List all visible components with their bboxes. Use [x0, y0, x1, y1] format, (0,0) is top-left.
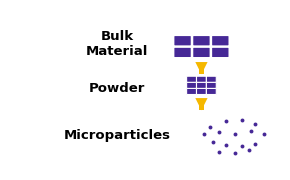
FancyBboxPatch shape: [173, 47, 192, 58]
FancyBboxPatch shape: [197, 82, 206, 88]
FancyBboxPatch shape: [211, 35, 229, 46]
FancyBboxPatch shape: [186, 76, 197, 82]
Text: Bulk
Material: Bulk Material: [86, 30, 148, 58]
FancyBboxPatch shape: [197, 88, 206, 94]
FancyBboxPatch shape: [192, 35, 211, 46]
FancyBboxPatch shape: [206, 82, 216, 88]
Text: Microparticles: Microparticles: [64, 129, 171, 142]
FancyBboxPatch shape: [186, 88, 197, 94]
FancyBboxPatch shape: [206, 88, 216, 94]
FancyBboxPatch shape: [206, 76, 216, 82]
FancyBboxPatch shape: [211, 47, 229, 58]
FancyBboxPatch shape: [173, 35, 192, 46]
FancyBboxPatch shape: [197, 76, 206, 82]
FancyBboxPatch shape: [192, 47, 211, 58]
FancyBboxPatch shape: [199, 69, 204, 74]
FancyBboxPatch shape: [199, 105, 204, 110]
Text: Powder: Powder: [89, 82, 145, 95]
FancyBboxPatch shape: [186, 82, 197, 88]
